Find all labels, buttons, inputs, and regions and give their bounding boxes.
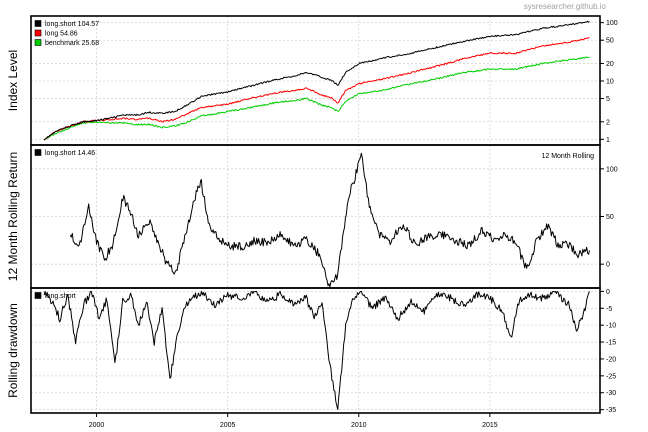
y-tick-label: -30 — [606, 390, 616, 397]
y-tick-label: 50 — [606, 38, 614, 45]
series-lines-rolling — [69, 152, 590, 288]
legend-index: long.short 104.57 long 54.86 benchmark 25.… — [34, 20, 99, 47]
legend-label: long.short 14.46 — [45, 150, 95, 157]
legend-rolling: long.short 14.46 — [34, 149, 95, 157]
legend-label: benchmark 25.68 — [45, 40, 99, 47]
grid-rolling — [31, 145, 600, 288]
y-tick-label: 2 — [606, 119, 610, 126]
plot-frame-drawdown — [30, 287, 601, 414]
panel-rolling: long.short 14.46 100 50 0 12 Month Rolling… — [6, 144, 618, 289]
legend-swatch — [34, 39, 42, 46]
legend-label: long.short — [45, 293, 76, 300]
legend-label: long.short 104.57 — [45, 21, 99, 28]
legend-swatch — [34, 292, 42, 299]
y-ticks-drawdown: 0 -5 -10 -15 -20 -25 -30 -35 — [600, 289, 616, 414]
x-tick-label: 2000 — [89, 422, 105, 429]
x-tick-label: 2010 — [351, 422, 367, 429]
y-tick-label: -5 — [606, 306, 612, 313]
legend-swatch — [34, 29, 42, 37]
y-tick-label: 50 — [606, 214, 614, 221]
y-tick-label: -25 — [606, 373, 616, 380]
ylabel-drawdown: Rolling drawdown — [6, 303, 20, 398]
series-line-long-short — [69, 152, 590, 288]
y-ticks-index: 100 50 20 10 5 2 1 — [600, 20, 618, 144]
series-line-long — [43, 37, 590, 141]
x-tick-label: 2005 — [220, 422, 236, 429]
legend-label: long 54.86 — [45, 31, 78, 38]
y-ticks-rolling: 100 50 0 — [600, 166, 618, 269]
ylabel-index: Index Level — [6, 50, 20, 111]
plot-frame-index — [30, 15, 601, 146]
grid-drawdown — [31, 288, 600, 413]
series-line-benchmark — [43, 56, 590, 141]
series-lines-index — [43, 20, 590, 141]
x-tick-label: 2015 — [482, 422, 498, 429]
legend-swatch — [34, 20, 42, 27]
y-tick-label: 1 — [606, 137, 610, 144]
y-tick-label: 100 — [606, 166, 618, 173]
y-tick-label: -35 — [606, 407, 616, 414]
y-tick-label: 20 — [606, 61, 614, 68]
ylabel-rolling: 12 Month Rolling Return — [6, 152, 20, 281]
legend-drawdown: long.short — [34, 292, 76, 300]
y-tick-label: -20 — [606, 356, 616, 363]
legend-swatch — [34, 149, 42, 156]
y-tick-label: 5 — [606, 96, 610, 103]
panel-drawdown: long.short 0 -5 -10 -15 -20 -25 -30 -35 Rolling… — [6, 287, 616, 414]
watermark: sysresearcher.github.io — [524, 2, 607, 11]
y-tick-label: 0 — [606, 289, 610, 296]
y-tick-label: 10 — [606, 78, 614, 85]
grid-index — [31, 16, 600, 145]
series-line-long-short — [43, 20, 590, 141]
panel-index: long.short 104.57 long 54.86 benchmark 25.… — [6, 15, 618, 146]
y-tick-label: -10 — [606, 323, 616, 330]
y-tick-label: 0 — [606, 262, 610, 269]
x-axis-ticks: 2000 2005 2010 2015 — [89, 413, 498, 429]
rolling-window-note: 12 Month Rolling — [541, 153, 594, 160]
y-tick-label: -15 — [606, 340, 616, 347]
y-tick-label: 100 — [606, 20, 618, 27]
series-line-long-short — [43, 290, 590, 410]
series-lines-drawdown — [43, 290, 590, 410]
